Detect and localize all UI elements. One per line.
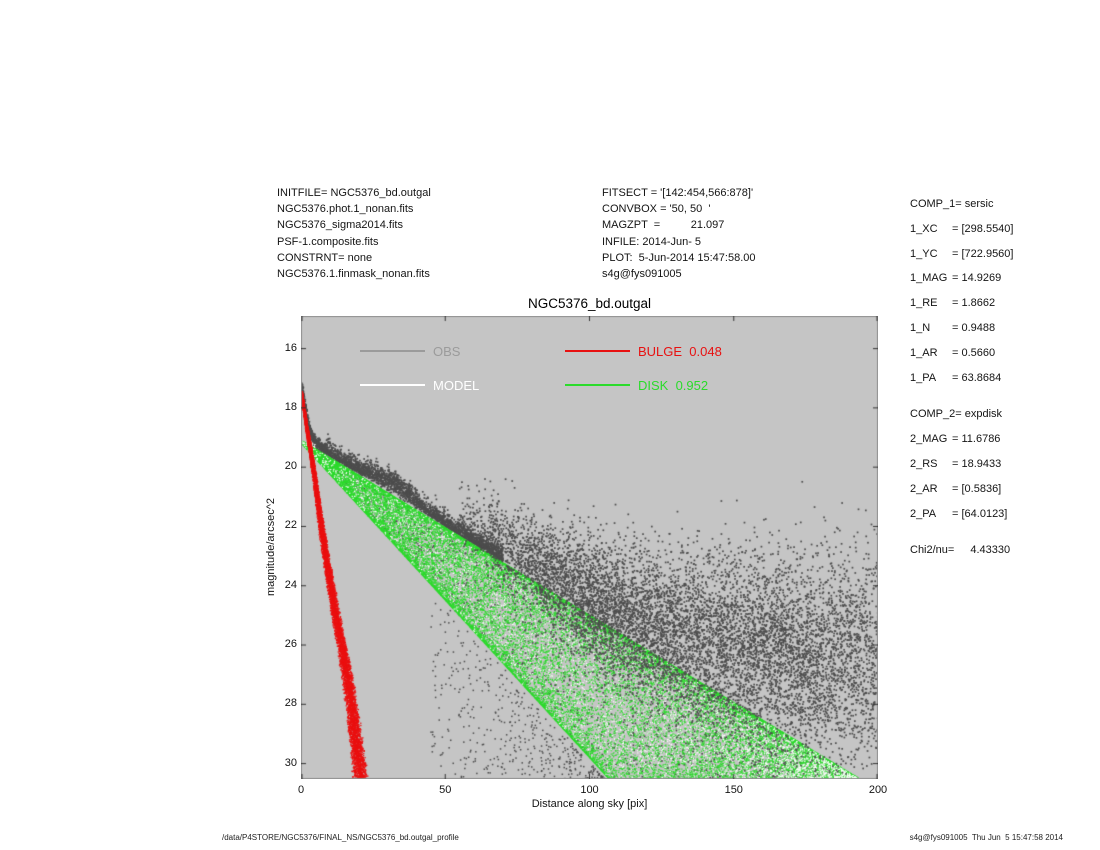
legend-obs-line — [360, 350, 425, 352]
param-value: = [298.5540] — [952, 222, 1014, 235]
legend-model: MODEL — [360, 377, 480, 393]
param-name: 1_MAG — [910, 272, 948, 285]
param-row: 2_PA = [64.0123] — [910, 502, 1013, 527]
legend-bulge: BULGE 0.048 — [565, 343, 722, 359]
info-line: CONVBOX = '50, 50 ' — [602, 203, 711, 216]
param-row: 2_AR = [0.5836] — [910, 477, 1013, 502]
param-row: 2_MAG = 11.6786 — [910, 427, 1013, 452]
param-value: = [0.5836] — [952, 482, 1002, 495]
x-tick-label: 200 — [868, 784, 888, 796]
y-tick-label: 16 — [284, 341, 297, 354]
x-tick-label: 0 — [297, 784, 305, 796]
param-name: 2_RS — [910, 457, 938, 470]
param-name: 1_RE — [910, 297, 938, 310]
param-name: 2_AR — [910, 482, 938, 495]
fit-info-block: FITSECT = '[142:454,566:878]' CONVBOX = '… — [602, 185, 756, 282]
info-line: INFILE: 2014-Jun- 5 — [602, 235, 702, 248]
param-name: 1_YC — [910, 247, 938, 260]
param-value: = 11.6786 — [952, 433, 1001, 446]
y-tick-label: 24 — [284, 578, 297, 591]
param-row: 1_RE = 1.8662 — [910, 291, 1013, 316]
info-line: CONSTRNT= none — [277, 251, 373, 264]
param-row: COMP_2 = expdisk — [910, 402, 1013, 427]
param-name: 1_PA — [910, 371, 937, 384]
param-value: = [64.0123] — [952, 507, 1008, 520]
param-group: COMP_1 = sersic 1_XC = [298.5540] 1_YC = [722… — [910, 192, 1013, 390]
info-line: NGC5376_sigma2014.fits — [277, 219, 403, 232]
param-value: = 63.8684 — [952, 371, 1002, 384]
y-tick-label: 20 — [284, 460, 297, 473]
param-name: 1_N — [910, 321, 931, 334]
legend-model-label: MODEL — [433, 377, 480, 393]
param-row: 2_RS = 18.9433 — [910, 452, 1013, 477]
param-row: 1_AR = 0.5660 — [910, 341, 1013, 366]
chi2-row: Chi2/nu= 4.43330 — [910, 538, 1013, 563]
param-name: COMP_1 — [910, 198, 956, 210]
param-row: 1_PA = 63.8684 — [910, 366, 1013, 391]
param-name: 1_XC — [910, 222, 938, 235]
info-line: PSF-1.composite.fits — [277, 235, 379, 248]
init-info-block: INITFILE= NGC5376_bd.outgal NGC5376.phot.… — [277, 185, 431, 282]
param-name: 1_AR — [910, 346, 938, 359]
param-value: = sersic — [955, 198, 994, 210]
info-line: PLOT: 5-Jun-2014 15:47:58.00 — [602, 251, 756, 264]
param-group: COMP_2 = expdisk 2_MAG = 11.6786 2_RS = 18.94… — [910, 402, 1013, 526]
footer-path: /data/P4STORE/NGC5376/FINAL_NS/NGC5376_b… — [222, 833, 459, 842]
component-params-panel: COMP_1 = sersic 1_XC = [298.5540] 1_YC = [722… — [910, 192, 1013, 563]
info-line: FITSECT = '[142:454,566:878]' — [602, 187, 754, 199]
y-tick-label: 30 — [284, 756, 297, 769]
param-value: = 0.9488 — [952, 321, 996, 334]
profile-plot: OBS MODEL BULGE 0.048 DISK 0.952 — [301, 316, 878, 779]
param-row: 1_YC = [722.9560] — [910, 242, 1013, 267]
param-name: COMP_2 — [910, 408, 956, 421]
info-line: NGC5376.1.finmask_nonan.fits — [277, 268, 430, 281]
footer-timestamp: s4g@fys091005 Thu Jun 5 15:47:58 2014 — [909, 833, 1063, 842]
param-row: COMP_1 = sersic — [910, 192, 1013, 217]
param-name: 2_MAG — [910, 433, 948, 446]
x-axis-label: Distance along sky [pix] — [531, 798, 648, 810]
legend-disk-line — [565, 384, 630, 386]
info-line: s4g@fys091005 — [602, 268, 682, 281]
info-line: NGC5376.phot.1_nonan.fits — [277, 203, 414, 216]
param-value: = expdisk — [955, 408, 1003, 421]
param-name: 2_PA — [910, 507, 937, 520]
plot-canvas — [301, 316, 878, 779]
legend-model-line — [360, 384, 425, 386]
plot-title: NGC5376_bd.outgal — [527, 296, 652, 311]
y-tick-label: 18 — [284, 400, 297, 413]
legend-bulge-line — [565, 350, 630, 352]
legend-disk: DISK 0.952 — [565, 377, 709, 393]
param-row: 1_N = 0.9488 — [910, 316, 1013, 341]
legend-obs-label: OBS — [433, 343, 461, 359]
param-value: = 18.9433 — [952, 457, 1002, 470]
info-line: INITFILE= NGC5376_bd.outgal — [277, 187, 431, 199]
param-value: = [722.9560] — [952, 247, 1014, 260]
param-row: 1_XC = [298.5540] — [910, 217, 1013, 242]
x-tick-label: 50 — [439, 784, 452, 796]
info-line: MAGZPT = 21.097 — [602, 219, 725, 232]
x-tick-label: 100 — [580, 784, 599, 796]
x-tick-label: 150 — [724, 784, 743, 796]
param-row: 1_MAG = 14.9269 — [910, 266, 1013, 291]
legend-bulge-label: BULGE 0.048 — [638, 343, 722, 359]
y-tick-label: 22 — [284, 519, 297, 532]
y-tick-label: 26 — [284, 638, 297, 651]
legend-disk-label: DISK 0.952 — [638, 377, 709, 393]
param-value: = 0.5660 — [952, 346, 996, 359]
legend-obs: OBS — [360, 343, 461, 359]
param-value: 4.43330 — [970, 544, 1011, 557]
param-value: = 1.8662 — [952, 297, 996, 310]
param-name: Chi2/nu= — [910, 544, 955, 557]
y-tick-label: 28 — [284, 697, 297, 710]
param-value: = 14.9269 — [952, 272, 1002, 285]
